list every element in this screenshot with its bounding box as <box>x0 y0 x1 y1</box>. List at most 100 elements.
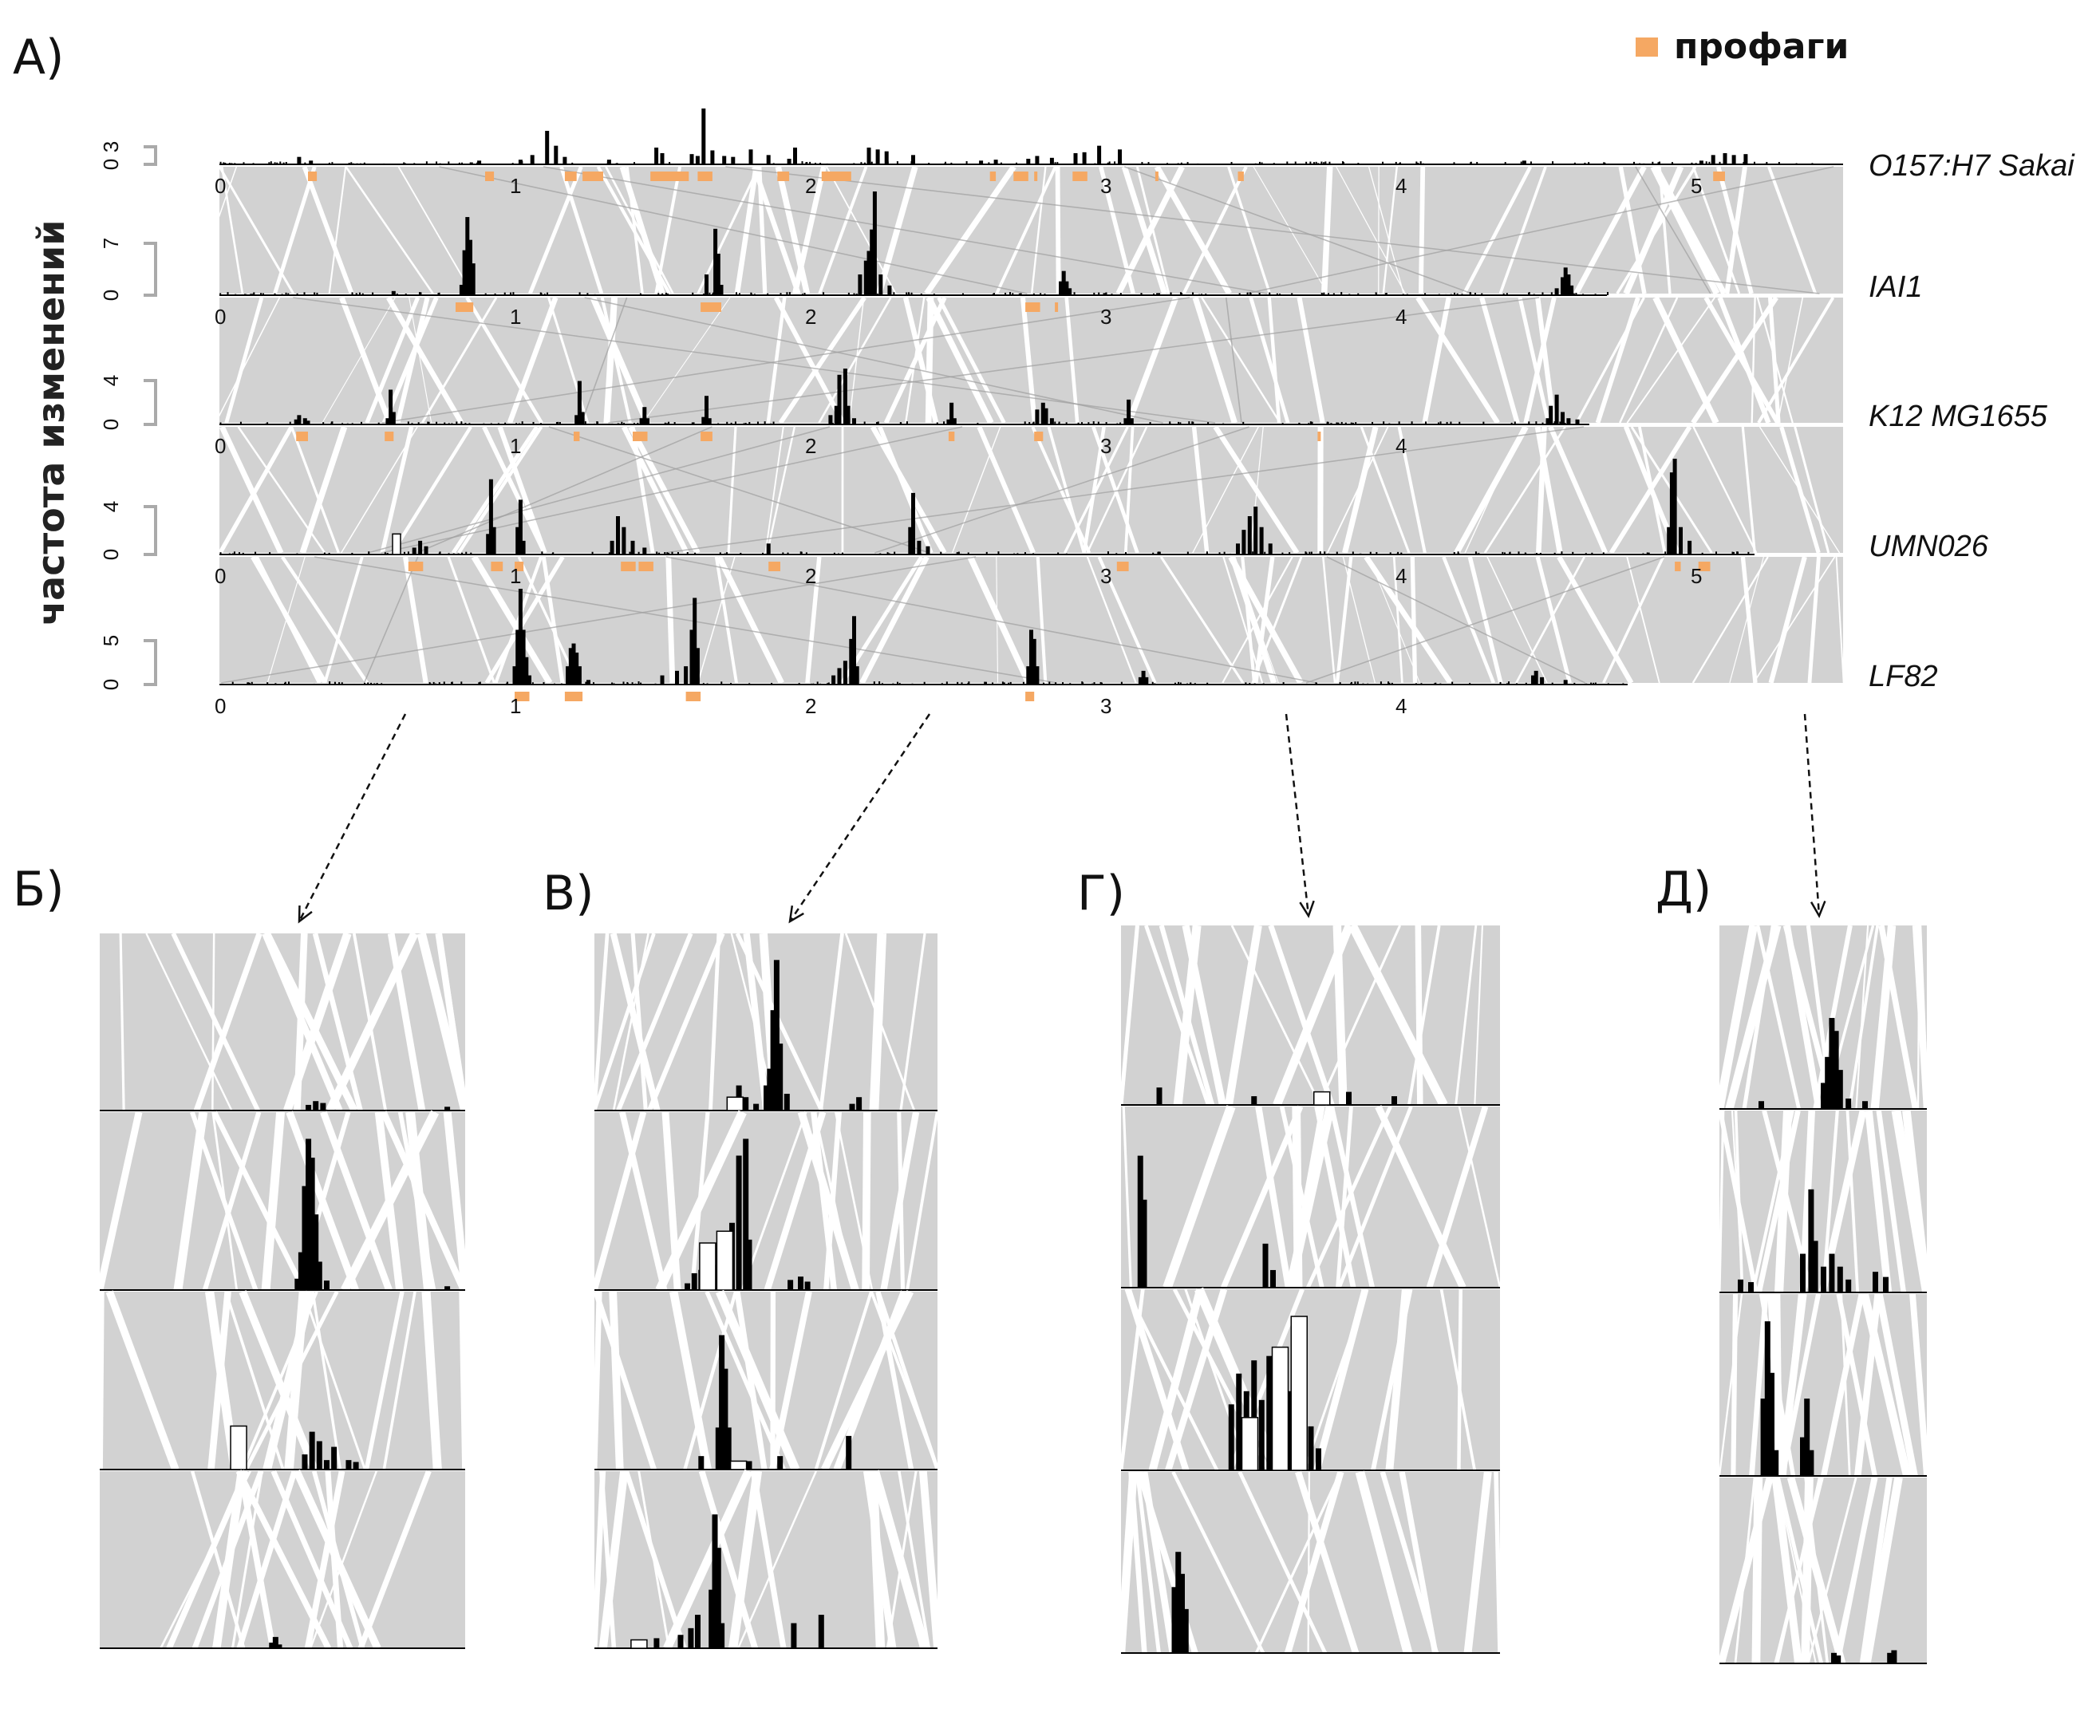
noise-bar <box>1350 422 1352 424</box>
noise-bar <box>484 293 487 295</box>
noise-bar <box>1107 551 1109 554</box>
peak-bar <box>1064 281 1069 295</box>
zoom-peak-bar <box>1831 1652 1837 1663</box>
noise-bar <box>282 162 285 164</box>
peak-bar <box>852 418 856 424</box>
noise-bar <box>238 552 240 554</box>
zoom-peak-bar <box>1808 1189 1814 1292</box>
y-tick-label: 5 <box>99 635 123 646</box>
prophage-mark <box>633 432 648 441</box>
noise-bar <box>740 552 742 554</box>
zoom-peak-bar <box>743 1138 749 1290</box>
noise-bar <box>262 293 264 295</box>
zoom-synteny-gap <box>1119 925 1140 1106</box>
prophage-mark <box>948 432 955 441</box>
peak-bar <box>521 540 526 554</box>
noise-bar <box>1057 552 1060 554</box>
noise-bar <box>654 683 657 685</box>
synteny-gap <box>697 556 736 684</box>
noise-bar <box>968 681 970 685</box>
noise-bar <box>269 552 271 554</box>
noise-bar <box>428 682 431 685</box>
noise-bar <box>1116 423 1119 424</box>
y-tick-label: 0 <box>99 549 123 560</box>
noise-bar <box>1525 682 1527 685</box>
noise-bar <box>497 423 499 424</box>
synteny-rearrangement <box>548 426 930 554</box>
noise-bar <box>1671 162 1673 164</box>
synteny-gap <box>1692 426 1758 554</box>
noise-bar <box>351 292 353 295</box>
prophage-mark <box>564 692 583 701</box>
peak-bar <box>846 405 851 424</box>
zoom-synteny-gap <box>663 1469 753 1651</box>
peak-bar <box>1566 418 1571 424</box>
noise-bar <box>656 551 658 554</box>
peak-bar <box>787 159 791 164</box>
zoom-synteny-gap <box>591 1291 602 1470</box>
synteny-rearrangement <box>608 297 1540 424</box>
peak-bar <box>302 418 307 424</box>
synteny-gap <box>590 296 650 424</box>
noise-bar <box>1040 293 1042 295</box>
noise-bar <box>251 681 253 685</box>
synteny-gap <box>1768 556 1807 684</box>
peak-bar <box>1259 527 1264 554</box>
noise-bar <box>896 161 898 164</box>
noise-bar <box>1457 551 1459 554</box>
noise-bar <box>1120 681 1123 685</box>
peak-bar <box>1138 677 1143 685</box>
noise-bar <box>1008 682 1010 685</box>
noise-bar <box>1069 683 1072 685</box>
zoom-peak-bar <box>1228 1404 1234 1470</box>
noise-bar <box>1194 683 1196 685</box>
prophage-mark <box>768 562 780 571</box>
noise-bar <box>1065 422 1068 424</box>
synteny-gap <box>1454 425 1529 554</box>
zoom-synteny-gap <box>364 1291 405 1470</box>
synteny-gap <box>1794 426 1830 554</box>
noise-bar <box>1502 551 1504 554</box>
zoom-peak-bar <box>1156 1087 1162 1105</box>
peak-bar <box>1061 270 1066 295</box>
noise-bar <box>1664 551 1667 554</box>
synteny-gap <box>1115 165 1185 295</box>
zoom-synteny-gap <box>1457 1288 1462 1471</box>
noise-bar <box>833 552 835 554</box>
prophage-mark <box>1034 172 1038 181</box>
noise-bar <box>287 293 290 295</box>
zoom-peak-bar <box>1891 1650 1897 1663</box>
noise-bar <box>231 681 234 685</box>
noise-bar <box>1101 294 1103 295</box>
noise-bar <box>1420 683 1423 685</box>
synteny-gap <box>237 426 326 554</box>
noise-bar <box>702 294 705 295</box>
zoom-peak-bar <box>1837 1070 1843 1109</box>
noise-bar <box>967 552 969 554</box>
zoom-synteny-gap <box>1718 1110 1725 1293</box>
noise-bar <box>1411 421 1413 424</box>
peak-bar <box>418 540 423 554</box>
arrow-shaft <box>298 713 407 922</box>
x-tick-label: 1 <box>510 564 521 588</box>
synteny-gap <box>925 297 934 424</box>
peak-bar <box>1241 530 1246 554</box>
noise-bar <box>1032 293 1035 295</box>
noise-bar <box>381 683 383 685</box>
peak-bar <box>306 420 310 424</box>
zoom-synteny-gap <box>145 933 233 1111</box>
noise-bar <box>1506 683 1508 685</box>
noise-bar <box>1553 552 1556 554</box>
noise-bar <box>368 551 370 554</box>
synteny-rearrangement <box>381 297 1190 424</box>
noise-bar <box>460 421 463 424</box>
zoom-peak-bar <box>320 1103 326 1111</box>
noise-bar <box>933 294 935 295</box>
noise-bar <box>1281 423 1284 424</box>
noise-bar <box>1593 682 1595 685</box>
synteny-gap <box>1410 556 1418 684</box>
peak-bar <box>908 527 913 554</box>
noise-bar <box>1062 682 1064 685</box>
zoom-synteny-gap <box>870 1470 930 1650</box>
